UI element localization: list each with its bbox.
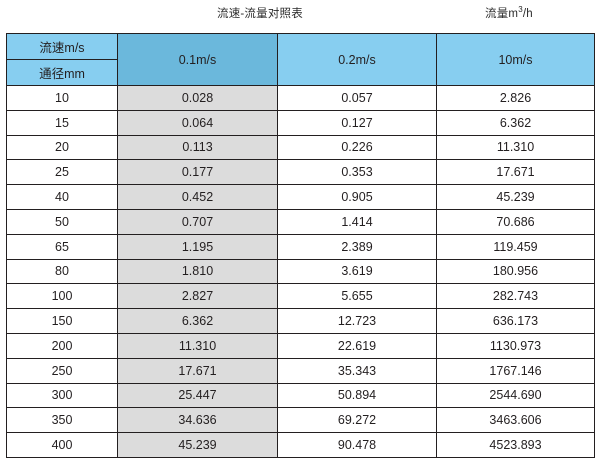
column-header-0: 0.1m/s <box>117 33 278 86</box>
cell-flow-10ms: 4523.893 <box>436 432 595 458</box>
cell-flow-0_2ms: 12.723 <box>277 308 437 334</box>
table-row: 40 0.452 0.905 45.239 <box>6 184 595 210</box>
cell-diameter: 25 <box>6 159 118 186</box>
cell-flow-0_2ms: 0.226 <box>277 134 437 161</box>
cell-flow-0_2ms: 0.353 <box>277 159 437 186</box>
table-row: 350 34.636 69.272 3463.606 <box>6 407 595 434</box>
cell-diameter: 350 <box>6 407 118 434</box>
cell-diameter: 400 <box>6 432 118 458</box>
table-row: 15 0.064 0.127 6.362 <box>6 109 595 136</box>
cell-diameter: 50 <box>6 208 118 235</box>
cell-flow-0_1ms: 17.671 <box>117 357 278 384</box>
cell-flow-0_2ms: 22.619 <box>277 332 437 359</box>
table-row: 200 11.310 22.619 1130.973 <box>6 332 595 359</box>
cell-diameter: 80 <box>6 258 118 285</box>
cell-diameter: 100 <box>6 283 118 310</box>
cell-flow-0_2ms: 90.478 <box>277 432 437 458</box>
cell-flow-10ms: 636.173 <box>436 308 595 334</box>
header-row-top: 流速m/s 0.1m/s 0.2m/s 10m/s <box>6 33 595 86</box>
cell-flow-10ms: 3463.606 <box>436 407 595 434</box>
table-row: 300 25.447 50.894 2544.690 <box>6 382 595 409</box>
unit-label: 流量m3/h <box>485 5 533 21</box>
unit-label-prefix: 流量m <box>485 8 519 20</box>
column-header-2: 10m/s <box>436 33 595 86</box>
unit-label-superscript: 3 <box>518 5 523 15</box>
cell-flow-10ms: 45.239 <box>436 184 595 210</box>
table-row: 80 1.810 3.619 180.956 <box>6 258 595 285</box>
table-row: 20 0.113 0.226 11.310 <box>6 134 595 161</box>
cell-flow-10ms: 6.362 <box>436 109 595 136</box>
flow-table-wrapper: 流速m/s 0.1m/s 0.2m/s 10m/s 通径mm 10 0.028 0.… <box>6 33 595 458</box>
cell-flow-0_2ms: 50.894 <box>277 382 437 409</box>
cell-flow-0_2ms: 5.655 <box>277 283 437 310</box>
cell-flow-10ms: 2544.690 <box>436 382 595 409</box>
cell-flow-10ms: 17.671 <box>436 159 595 186</box>
corner-header-diameter: 通径mm <box>6 59 118 86</box>
cell-flow-0_1ms: 1.810 <box>117 258 278 285</box>
table-row: 25 0.177 0.353 17.671 <box>6 159 595 186</box>
column-header-1: 0.2m/s <box>277 33 437 86</box>
corner-header-velocity: 流速m/s <box>6 33 118 60</box>
cell-flow-0_2ms: 0.127 <box>277 109 437 136</box>
cell-flow-0_2ms: 0.057 <box>277 85 437 111</box>
cell-flow-10ms: 70.686 <box>436 208 595 235</box>
cell-flow-0_1ms: 11.310 <box>117 332 278 359</box>
cell-diameter: 40 <box>6 184 118 210</box>
cell-flow-0_1ms: 45.239 <box>117 432 278 458</box>
cell-diameter: 65 <box>6 233 118 260</box>
cell-flow-10ms: 119.459 <box>436 233 595 260</box>
cell-flow-0_2ms: 2.389 <box>277 233 437 260</box>
cell-flow-0_1ms: 0.028 <box>117 85 278 111</box>
cell-flow-0_1ms: 6.362 <box>117 308 278 334</box>
cell-flow-10ms: 1767.146 <box>436 357 595 384</box>
cell-flow-0_2ms: 35.343 <box>277 357 437 384</box>
header-row-bottom: 通径mm <box>6 59 595 86</box>
cell-diameter: 150 <box>6 308 118 334</box>
cell-diameter: 15 <box>6 109 118 136</box>
table-row: 250 17.671 35.343 1767.146 <box>6 357 595 384</box>
cell-flow-10ms: 11.310 <box>436 134 595 161</box>
cell-flow-0_1ms: 0.452 <box>117 184 278 210</box>
cell-flow-0_1ms: 34.636 <box>117 407 278 434</box>
flow-rate-comparison-table: 流速m/s 0.1m/s 0.2m/s 10m/s 通径mm 10 0.028 0.… <box>6 33 595 458</box>
unit-label-suffix: /h <box>522 8 533 20</box>
cell-flow-0_2ms: 69.272 <box>277 407 437 434</box>
cell-flow-0_2ms: 1.414 <box>277 208 437 235</box>
table-row: 400 45.239 90.478 4523.893 <box>6 432 595 458</box>
cell-diameter: 10 <box>6 85 118 111</box>
cell-flow-10ms: 1130.973 <box>436 332 595 359</box>
cell-flow-0_1ms: 0.064 <box>117 109 278 136</box>
cell-diameter: 250 <box>6 357 118 384</box>
cell-flow-0_1ms: 0.707 <box>117 208 278 235</box>
cell-flow-0_2ms: 0.905 <box>277 184 437 210</box>
cell-flow-10ms: 2.826 <box>436 85 595 111</box>
cell-flow-0_1ms: 2.827 <box>117 283 278 310</box>
cell-flow-10ms: 282.743 <box>436 283 595 310</box>
table-row: 100 2.827 5.655 282.743 <box>6 283 595 310</box>
table-row: 65 1.195 2.389 119.459 <box>6 233 595 260</box>
cell-diameter: 300 <box>6 382 118 409</box>
cell-flow-10ms: 180.956 <box>436 258 595 285</box>
table-row: 10 0.028 0.057 2.826 <box>6 85 595 111</box>
caption-strip: 流速-流量对照表 流量m3/h <box>0 0 600 30</box>
table-row: 50 0.707 1.414 70.686 <box>6 208 595 235</box>
cell-diameter: 200 <box>6 332 118 359</box>
cell-flow-0_1ms: 0.113 <box>117 134 278 161</box>
cell-flow-0_1ms: 1.195 <box>117 233 278 260</box>
cell-flow-0_2ms: 3.619 <box>277 258 437 285</box>
chart-title: 流速-流量对照表 <box>217 8 303 20</box>
table-row: 150 6.362 12.723 636.173 <box>6 308 595 334</box>
cell-flow-0_1ms: 0.177 <box>117 159 278 186</box>
cell-diameter: 20 <box>6 134 118 161</box>
cell-flow-0_1ms: 25.447 <box>117 382 278 409</box>
